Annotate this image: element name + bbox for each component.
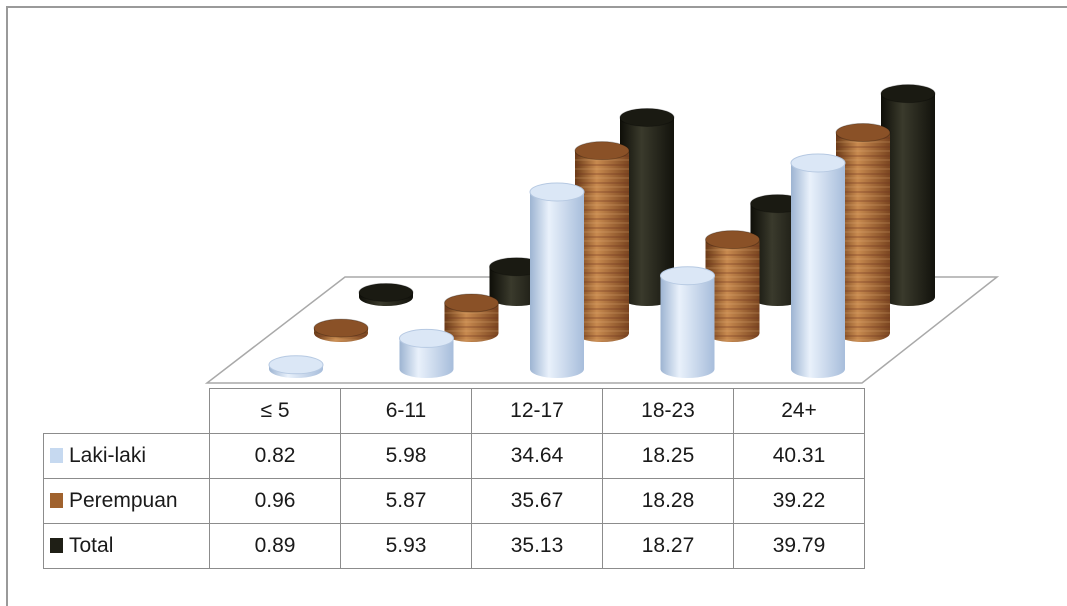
legend-label: Perempuan xyxy=(69,489,178,512)
chart-frame xyxy=(6,6,1067,606)
table-cell: 34.64 xyxy=(471,433,603,479)
table-cell: 0.96 xyxy=(209,478,341,524)
bar-body xyxy=(791,162,845,378)
bar-body xyxy=(660,275,715,378)
bar-top xyxy=(529,182,585,202)
bar-top xyxy=(660,266,715,286)
table-corner-cell xyxy=(43,388,210,434)
bar-body xyxy=(530,191,584,378)
bar-laki-laki xyxy=(399,328,454,378)
table-cell: 18.27 xyxy=(602,523,734,569)
bar-top xyxy=(313,318,369,338)
bar-top xyxy=(705,230,760,250)
table-cell: 18.28 xyxy=(602,478,734,524)
legend-key-perempuan xyxy=(50,493,63,508)
table-cell: 0.89 xyxy=(209,523,341,569)
bar-top xyxy=(399,328,454,348)
bar-laki-laki xyxy=(529,182,585,378)
bar-texture xyxy=(444,302,499,342)
table-header-cell: 6-11 xyxy=(340,388,472,434)
table-cell: 39.22 xyxy=(733,478,865,524)
table-header-cell: 24+ xyxy=(733,388,865,434)
bar-laki-laki xyxy=(790,153,846,378)
table-cell: 5.87 xyxy=(340,478,472,524)
bar-texture xyxy=(575,150,629,342)
bar-top xyxy=(574,141,630,161)
legend-label: Laki-laki xyxy=(69,444,147,467)
table-cell: 35.13 xyxy=(471,523,603,569)
table-row: Total 0.89 5.93 35.13 18.27 39.79 xyxy=(43,523,865,569)
table-cell: 5.93 xyxy=(340,523,472,569)
legend-entry-total: Total xyxy=(43,523,210,569)
table-cell: 0.82 xyxy=(209,433,341,479)
bar-total xyxy=(619,107,675,307)
bar-body xyxy=(620,117,674,307)
table-row: Laki-laki 0.82 5.98 34.64 18.25 40.31 xyxy=(43,433,865,479)
table-cell: 18.25 xyxy=(602,433,734,479)
bar-top xyxy=(444,293,499,313)
bar-body xyxy=(881,93,935,306)
bar-laki-laki xyxy=(268,355,324,378)
bar-body xyxy=(399,338,454,378)
bar-top xyxy=(880,84,936,104)
bar-perempuan xyxy=(444,293,499,342)
legend-entry-laki-laki: Laki-laki xyxy=(43,433,210,479)
bar-perempuan xyxy=(705,230,760,342)
legend-label: Total xyxy=(69,534,114,557)
legend-key-laki-laki xyxy=(50,448,63,463)
legend-entry-perempuan: Perempuan xyxy=(43,478,210,524)
table-header-cell: 18-23 xyxy=(602,388,734,434)
table-header-row: ≤ 5 6-11 12-17 18-23 24+ xyxy=(43,388,865,434)
bar-top xyxy=(835,123,891,143)
legend-key-total xyxy=(50,538,63,553)
table-row: Perempuan 0.96 5.87 35.67 18.28 39.22 xyxy=(43,478,865,524)
bar-perempuan xyxy=(835,123,891,342)
bar-perempuan xyxy=(313,318,369,342)
table-header-cell: ≤ 5 xyxy=(209,388,341,434)
bar-top xyxy=(790,153,846,173)
bar-texture xyxy=(836,132,890,342)
bar-top xyxy=(619,107,675,127)
bar-top xyxy=(358,282,414,302)
bar-texture xyxy=(705,239,760,342)
table-header-cell: 12-17 xyxy=(471,388,603,434)
table-cell: 35.67 xyxy=(471,478,603,524)
bar-perempuan xyxy=(574,141,630,342)
table-cell: 39.79 xyxy=(733,523,865,569)
table-cell: 40.31 xyxy=(733,433,865,479)
bar-top xyxy=(268,355,324,375)
bar-total xyxy=(358,282,414,306)
bar-total xyxy=(880,84,936,306)
bar-laki-laki xyxy=(660,266,715,378)
table-cell: 5.98 xyxy=(340,433,472,479)
data-table: ≤ 5 6-11 12-17 18-23 24+ Laki-laki 0.82 … xyxy=(43,388,865,569)
